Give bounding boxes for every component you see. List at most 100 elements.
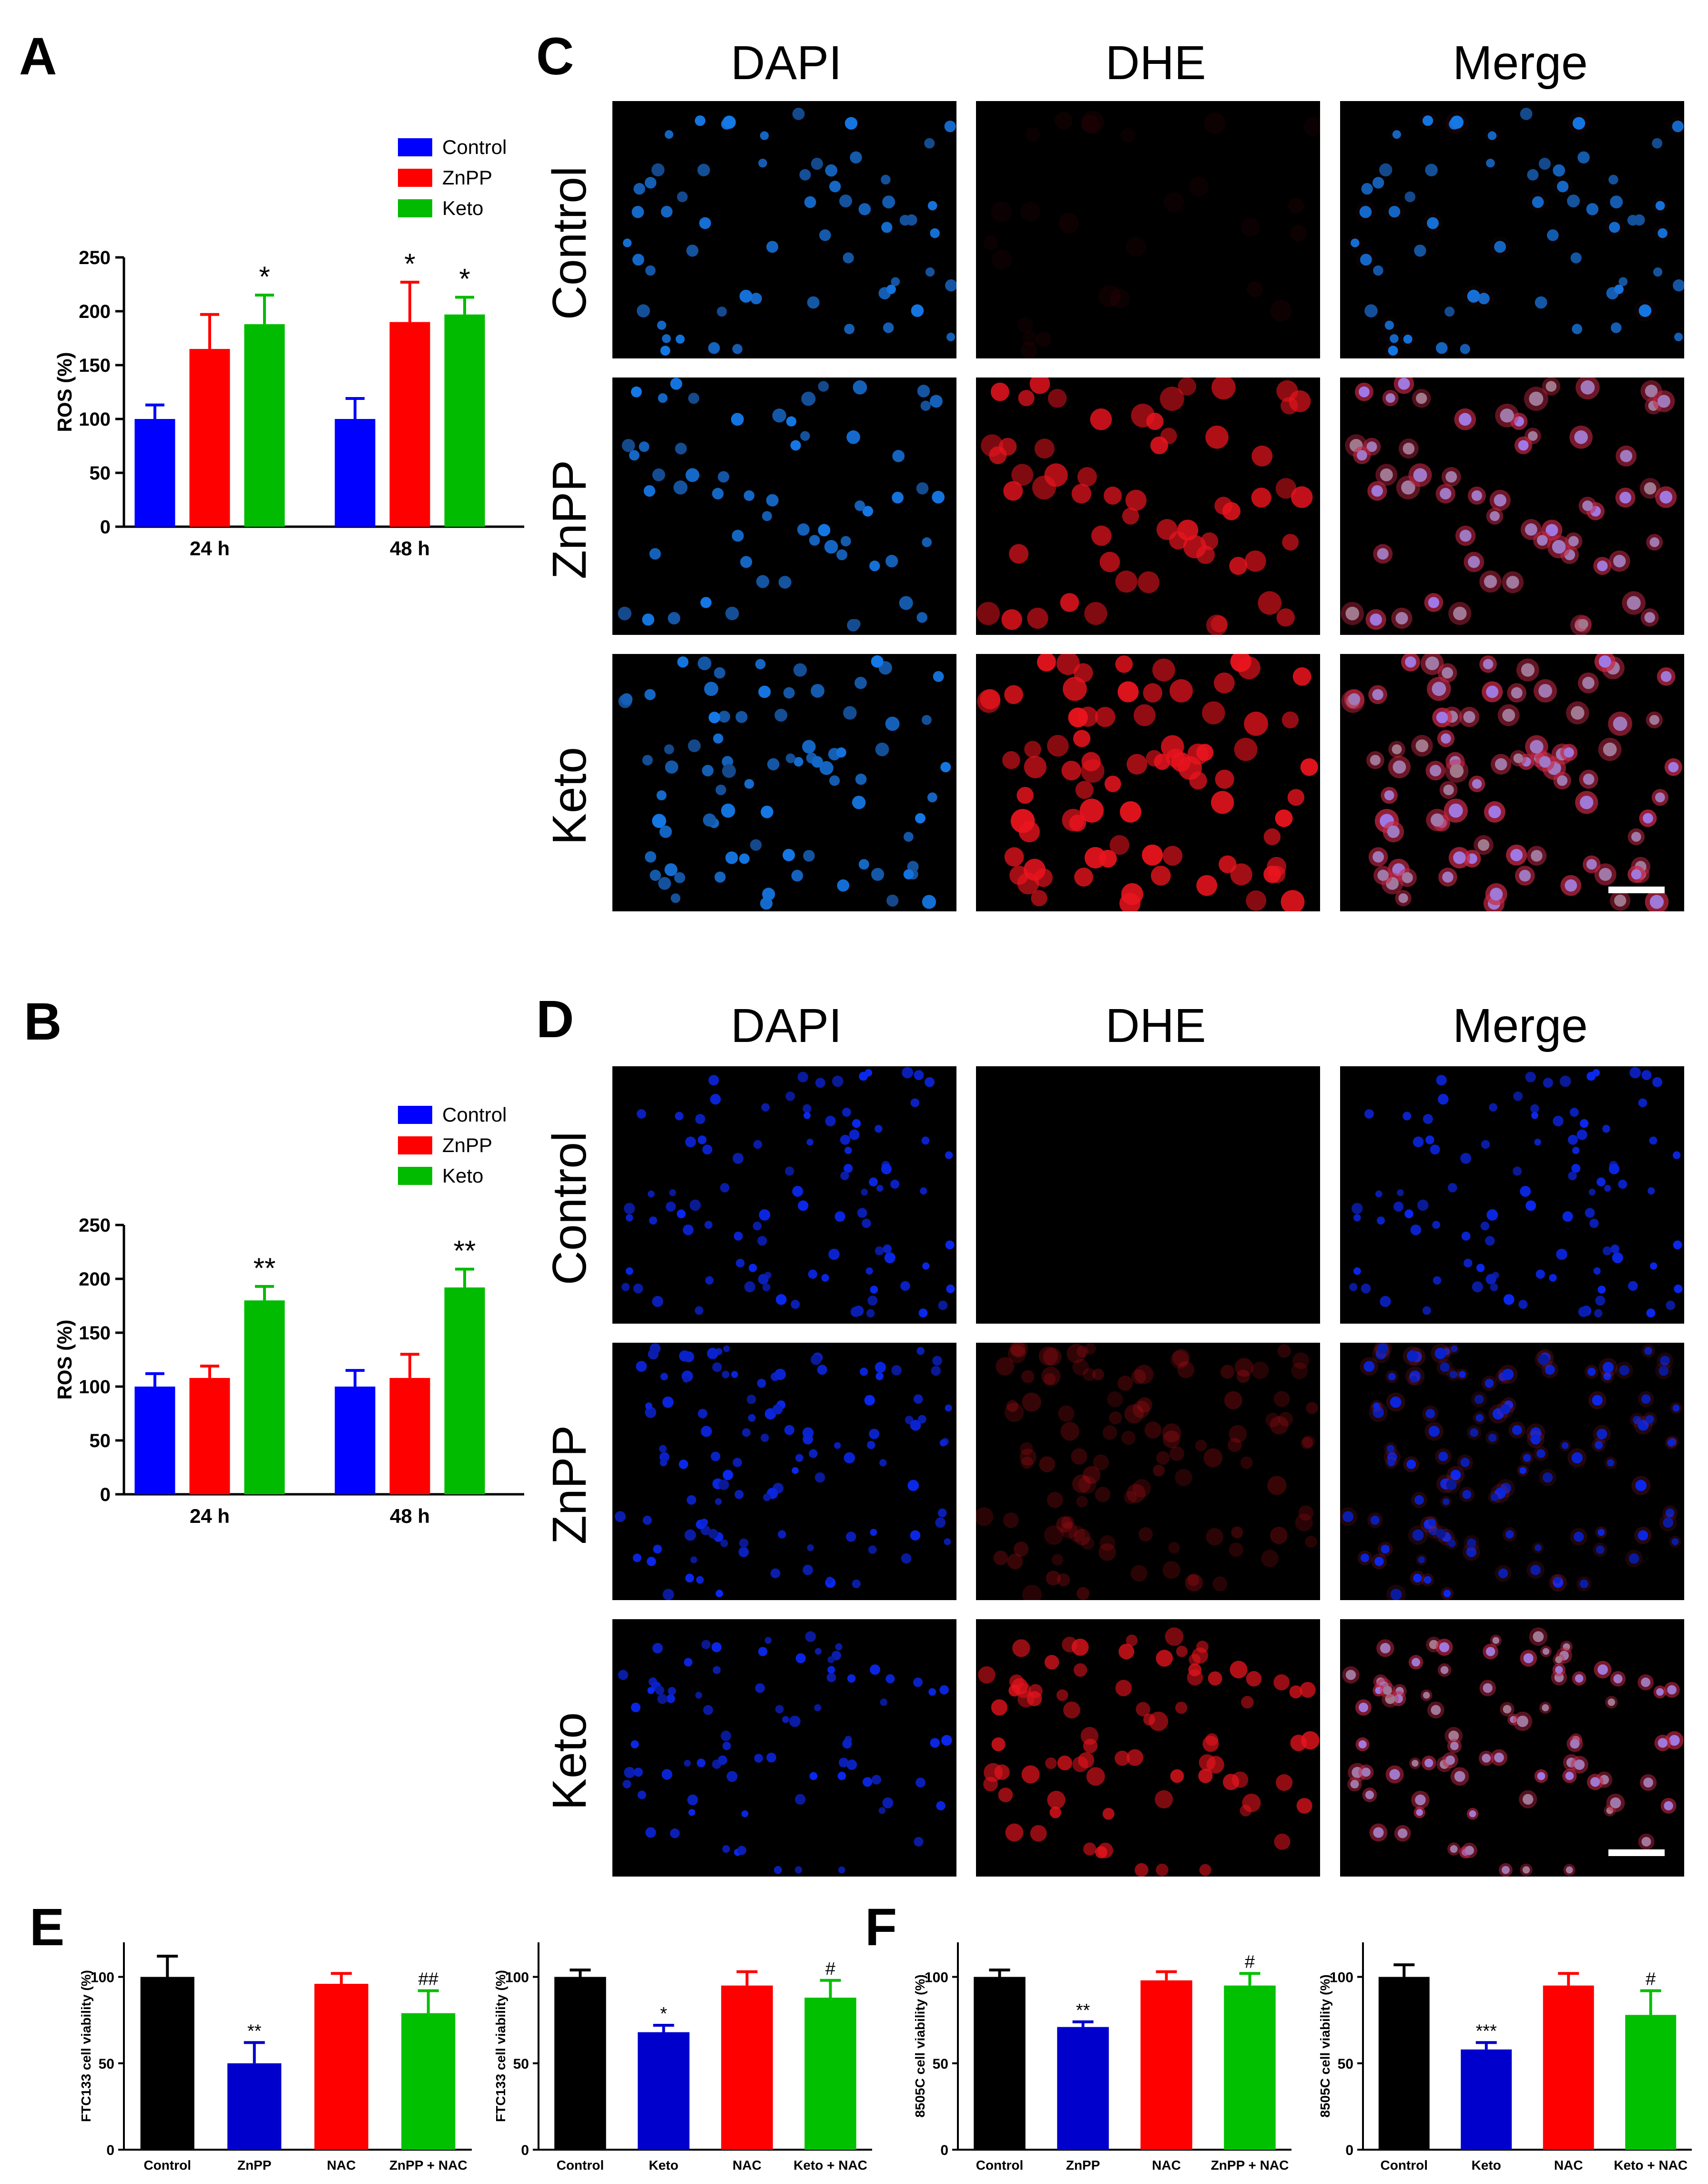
- nucleus: [1572, 324, 1583, 335]
- nucleus: [669, 1189, 676, 1196]
- nucleus: [857, 1208, 867, 1218]
- nucleus: [1513, 753, 1523, 763]
- cell: [1281, 711, 1299, 729]
- nucleus: [800, 431, 810, 441]
- nucleus: [774, 1368, 786, 1380]
- nucleus: [1587, 1368, 1596, 1376]
- x-tick-label: Control: [976, 2158, 1024, 2173]
- nucleus: [1498, 1568, 1508, 1579]
- nucleus: [695, 1114, 705, 1124]
- nucleus: [832, 1075, 844, 1087]
- nucleus: [870, 1286, 878, 1294]
- cell: [983, 1776, 998, 1792]
- nucleus: [1410, 1376, 1417, 1383]
- nucleus: [1401, 480, 1415, 495]
- cell: [1027, 1691, 1042, 1706]
- cell: [993, 1551, 1008, 1565]
- panel-label-e: E: [30, 1898, 65, 1957]
- nucleus: [1645, 1415, 1654, 1424]
- nucleus: [1385, 1694, 1395, 1704]
- nucleus: [1535, 1544, 1542, 1551]
- nucleus: [792, 1185, 803, 1197]
- cell: [1021, 1765, 1040, 1784]
- bar-keto: [1461, 2049, 1512, 2150]
- cell: [1007, 1553, 1023, 1570]
- cell: [1138, 1527, 1153, 1541]
- nucleus: [1428, 1518, 1436, 1526]
- nucleus: [1537, 1772, 1545, 1780]
- cell: [1036, 331, 1052, 347]
- bar-znpp-24-h: [189, 1378, 230, 1494]
- nucleus: [642, 755, 653, 765]
- nucleus: [1423, 1114, 1433, 1124]
- nucleus: [1641, 1837, 1651, 1847]
- cell: [1290, 1735, 1307, 1751]
- cell: [1078, 1752, 1095, 1768]
- cell: [1304, 116, 1320, 136]
- nucleus: [878, 1807, 886, 1814]
- nucleus: [1449, 803, 1463, 818]
- nucleus: [910, 1530, 921, 1541]
- nucleus: [792, 108, 805, 120]
- nucleus: [1562, 1442, 1569, 1449]
- cell: [1104, 776, 1121, 792]
- nucleus: [1519, 1467, 1526, 1474]
- nucleus: [1620, 449, 1633, 462]
- nucleus: [945, 279, 956, 292]
- cell: [1169, 1446, 1185, 1461]
- nucleus: [1405, 656, 1416, 668]
- nucleus: [674, 872, 685, 883]
- nucleus: [881, 222, 893, 233]
- micrograph-d-znpp-dhe: [976, 1343, 1320, 1600]
- nucleus: [870, 1664, 880, 1675]
- nucleus: [1370, 755, 1381, 765]
- nucleus: [789, 1715, 801, 1727]
- nucleus: [717, 306, 727, 317]
- cell: [1241, 218, 1260, 237]
- nucleus: [852, 796, 866, 809]
- nucleus: [803, 1112, 811, 1119]
- nucleus: [1577, 151, 1590, 163]
- nucleus: [1555, 1656, 1563, 1664]
- nucleus: [1638, 304, 1652, 317]
- nucleus: [1387, 1459, 1395, 1467]
- cell: [1120, 128, 1136, 143]
- micrograph-c-control-dhe: [976, 101, 1320, 358]
- nucleus: [1562, 1211, 1573, 1222]
- nucleus: [1565, 1771, 1574, 1780]
- nucleus: [930, 228, 940, 238]
- nucleus: [1658, 1366, 1669, 1376]
- cell: [1021, 1370, 1035, 1383]
- micrograph-c-keto-dhe: [976, 654, 1320, 911]
- cell: [1037, 654, 1056, 672]
- bar-keto-24-h: [244, 1300, 285, 1494]
- nucleus: [705, 1276, 714, 1285]
- nucleus: [1608, 174, 1618, 185]
- nucleus: [658, 393, 668, 403]
- nucleus: [649, 1216, 657, 1225]
- nucleus: [618, 1670, 629, 1680]
- nucleus: [1458, 413, 1472, 426]
- cell: [991, 1699, 1007, 1716]
- cell: [1242, 1793, 1261, 1813]
- cell: [1077, 1587, 1089, 1600]
- cell: [1156, 1451, 1170, 1465]
- cell: [1061, 1516, 1075, 1529]
- cell: [1102, 1425, 1118, 1440]
- cell: [1288, 197, 1304, 214]
- nucleus: [778, 576, 792, 589]
- nucleus: [761, 1103, 770, 1112]
- y-tick-label: 250: [79, 1215, 111, 1236]
- cell: [1044, 463, 1068, 487]
- nucleus: [1377, 1343, 1389, 1354]
- cell: [1169, 531, 1188, 550]
- nucleus: [1466, 1538, 1476, 1548]
- nucleus: [1360, 254, 1372, 266]
- nucleus: [782, 1716, 789, 1723]
- significance-marker: ##: [418, 1970, 438, 1990]
- cell: [1004, 1402, 1024, 1422]
- nucleus: [714, 871, 726, 883]
- nucleus: [1673, 1240, 1682, 1250]
- nucleus: [757, 1235, 767, 1246]
- nucleus: [1528, 431, 1538, 441]
